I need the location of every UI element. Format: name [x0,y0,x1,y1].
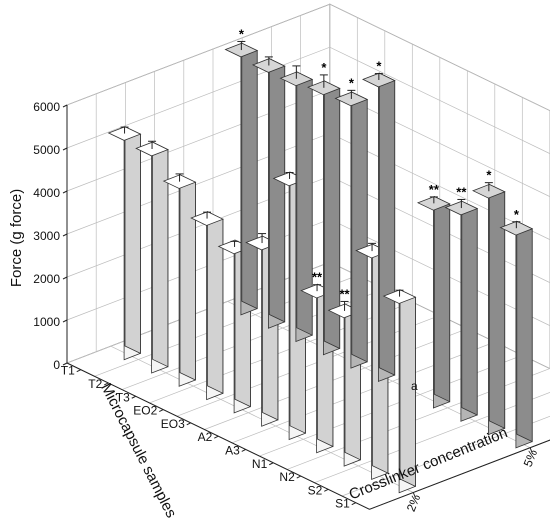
y-tick [324,488,329,492]
bar-annotation: ** [339,286,350,301]
bar-group [107,126,142,361]
bar-top [224,42,259,58]
bar-side [124,126,141,355]
z-tick-label: 2000 [33,272,60,286]
z-tick [62,190,68,194]
axes [62,104,550,510]
y-tick-label: S1 [335,497,350,511]
z-tick [62,147,68,151]
y-tick-label: T1 [61,364,75,378]
y-tick [186,422,191,426]
y-tick-label: A3 [225,443,240,457]
y-tick-label: T2 [88,377,102,391]
y-tick-label: N2 [279,470,295,484]
x-tick-label: 2% [404,492,424,514]
bar-group: * [334,75,369,369]
y-tick [241,449,246,452]
bar-group [162,173,197,387]
bar-side [351,91,368,363]
x-tick [529,447,533,453]
y-tick [296,475,301,479]
z-tick [62,276,68,280]
bar-annotation: ** [429,182,440,197]
bar-side [268,57,286,323]
y-tick-label: A2 [198,430,213,444]
z-tick [62,233,68,237]
bar-side [461,200,478,416]
bar-group [382,289,417,494]
y-tick [131,395,136,399]
z-tick-label: 5000 [33,143,60,157]
z-tick-label: 3000 [33,229,60,243]
y-tick-label: EO3 [161,417,185,431]
bar-group [279,65,314,343]
x-tick [412,492,416,498]
bar-annotation: ** [312,270,323,285]
bar-group: * [499,207,534,449]
y-tick [104,382,109,386]
bar-side [152,141,169,368]
y-tick [214,435,219,439]
y-tick-label: EO2 [133,404,157,418]
bar-group [190,211,224,401]
y-tick [269,462,274,466]
z-tick [62,362,68,366]
y-tick [76,369,81,373]
z-tick-label: 4000 [33,186,60,200]
bar-annotation: * [486,168,492,183]
z-tick [62,104,68,108]
y-tick [159,409,164,412]
bar-side [488,183,506,429]
bar-group: a [411,379,418,393]
bar-group [135,140,169,374]
y-tick-label: S2 [308,483,323,497]
gridline-floor [66,261,330,364]
bar-annotation: ** [456,184,467,199]
y-tick-label: N1 [252,457,268,471]
bar-top [499,220,534,236]
z-tick-label: 0 [53,358,60,372]
bar-side [516,220,533,443]
bar-side [179,174,196,381]
bar-group [251,56,286,329]
z-tick [62,319,68,323]
bar-group: ** [444,184,479,422]
z-tick-label: 1000 [33,315,60,329]
bar-annotation: * [514,207,520,222]
bar-group: ** [416,182,451,409]
y-tick-label: T3 [116,390,130,404]
bar-group: * [306,60,341,356]
y-tick [351,502,356,506]
bar-side [241,42,258,310]
bar-side [378,72,396,376]
bar-side [296,71,313,336]
bar-annotation: * [376,59,382,74]
bar-annotation: a [411,379,418,393]
x-tick-label: 5% [521,447,541,469]
bar-side [207,211,224,394]
z-axis-label: Force (g force) [8,189,25,287]
bars: ********a** **** [107,26,534,494]
bar-group: * [224,26,259,316]
bar-annotation: * [349,75,355,90]
bar-annotation: * [239,26,245,41]
z-tick-label: 6000 [33,100,60,114]
bar-group: * [471,168,506,436]
bar-side [433,195,451,403]
bar-annotation: * [321,60,327,75]
